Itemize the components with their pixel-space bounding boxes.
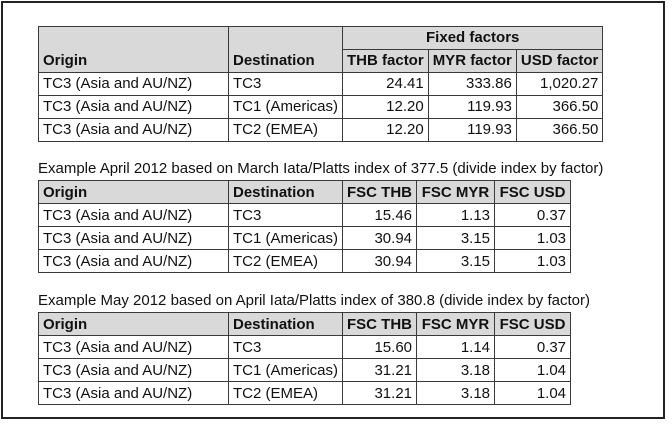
usd-cell: 1.04 <box>494 358 572 382</box>
fsc-myr-header: FSC MYR <box>416 180 496 204</box>
table-row: TC3 (Asia and AU/NZ) TC2 (EMEA) 12.20 11… <box>38 117 604 142</box>
may-fsc-table: Origin Destination FSC THB FSC MYR FSC U… <box>38 312 572 405</box>
thb-cell: 31.21 <box>342 358 418 382</box>
destination-cell: TC1 (Americas) <box>227 226 344 250</box>
origin-header: Origin <box>38 49 229 73</box>
thb-cell: 30.94 <box>342 226 418 250</box>
destination-header: Destination <box>227 180 344 204</box>
myr-cell: 3.18 <box>416 381 496 405</box>
thb-cell: 30.94 <box>342 249 418 273</box>
thb-cell: 31.21 <box>342 381 418 405</box>
destination-header: Destination <box>227 49 344 73</box>
destination-cell: TC3 <box>227 335 344 359</box>
origin-cell: TC3 (Asia and AU/NZ) <box>38 203 229 227</box>
myr-cell: 3.15 <box>416 226 496 250</box>
myr-cell: 119.93 <box>427 117 517 142</box>
origin-cell: TC3 (Asia and AU/NZ) <box>38 358 229 382</box>
origin-cell: TC3 (Asia and AU/NZ) <box>38 249 229 273</box>
thb-cell: 12.20 <box>342 117 429 142</box>
destination-header: Destination <box>227 312 344 336</box>
usd-cell: 366.50 <box>515 117 604 142</box>
table-row: TC3 (Asia and AU/NZ) TC1 (Americas) 12.2… <box>38 94 604 119</box>
usd-factor-header: USD factor <box>515 48 604 73</box>
origin-cell: TC3 (Asia and AU/NZ) <box>38 381 229 405</box>
table-row: TC3 (Asia and AU/NZ) TC2 (EMEA) 30.94 3.… <box>38 249 572 273</box>
thb-cell: 15.46 <box>342 203 418 227</box>
origin-cell: TC3 (Asia and AU/NZ) <box>38 226 229 250</box>
usd-cell: 1.03 <box>494 249 572 273</box>
destination-cell: TC2 (EMEA) <box>227 249 344 273</box>
table-row: TC3 (Asia and AU/NZ) TC3 15.46 1.13 0.37 <box>38 203 572 227</box>
fsc-usd-header: FSC USD <box>494 312 572 336</box>
april-fsc-table: Origin Destination FSC THB FSC MYR FSC U… <box>38 180 572 273</box>
thb-cell: 15.60 <box>342 335 418 359</box>
myr-cell: 1.14 <box>416 335 496 359</box>
thb-factor-header: THB factor <box>342 48 429 73</box>
thb-cell: 12.20 <box>342 94 429 119</box>
fixed-factors-table: Fixed factors Origin Destination THB fac… <box>38 26 604 142</box>
fsc-thb-header: FSC THB <box>342 180 418 204</box>
myr-cell: 1.13 <box>416 203 496 227</box>
origin-cell: TC3 (Asia and AU/NZ) <box>38 94 229 119</box>
myr-factor-header: MYR factor <box>427 48 517 73</box>
origin-cell: TC3 (Asia and AU/NZ) <box>38 71 229 96</box>
usd-cell: 1,020.27 <box>515 71 604 96</box>
fixed-factors-group-header: Fixed factors <box>342 26 604 50</box>
myr-cell: 119.93 <box>427 94 517 119</box>
usd-cell: 0.37 <box>494 203 572 227</box>
origin-header-top <box>38 26 229 49</box>
fsc-thb-header: FSC THB <box>342 312 418 336</box>
destination-cell: TC1 (Americas) <box>227 94 344 119</box>
destination-cell: TC3 <box>227 71 344 96</box>
myr-cell: 3.15 <box>416 249 496 273</box>
myr-cell: 3.18 <box>416 358 496 382</box>
usd-cell: 0.37 <box>494 335 572 359</box>
usd-cell: 1.03 <box>494 226 572 250</box>
destination-cell: TC2 (EMEA) <box>227 381 344 405</box>
destination-cell: TC2 (EMEA) <box>227 117 344 142</box>
usd-cell: 366.50 <box>515 94 604 119</box>
destination-cell: TC3 <box>227 203 344 227</box>
table-row: TC3 (Asia and AU/NZ) TC1 (Americas) 30.9… <box>38 226 572 250</box>
april-example-caption: Example April 2012 based on March Iata/P… <box>38 160 604 177</box>
table-row: TC3 (Asia and AU/NZ) TC3 24.41 333.86 1,… <box>38 71 604 96</box>
fsc-myr-header: FSC MYR <box>416 312 496 336</box>
fsc-usd-header: FSC USD <box>494 180 572 204</box>
myr-cell: 333.86 <box>427 71 517 96</box>
destination-cell: TC1 (Americas) <box>227 358 344 382</box>
usd-cell: 1.04 <box>494 381 572 405</box>
destination-header-top <box>227 26 344 49</box>
table-row: TC3 (Asia and AU/NZ) TC1 (Americas) 31.2… <box>38 358 572 382</box>
table-row: TC3 (Asia and AU/NZ) TC2 (EMEA) 31.21 3.… <box>38 381 572 405</box>
thb-cell: 24.41 <box>342 71 429 96</box>
origin-header: Origin <box>38 312 229 336</box>
origin-cell: TC3 (Asia and AU/NZ) <box>38 117 229 142</box>
origin-header: Origin <box>38 180 229 204</box>
origin-cell: TC3 (Asia and AU/NZ) <box>38 335 229 359</box>
may-example-caption: Example May 2012 based on April Iata/Pla… <box>38 292 590 309</box>
table-row: TC3 (Asia and AU/NZ) TC3 15.60 1.14 0.37 <box>38 335 572 359</box>
